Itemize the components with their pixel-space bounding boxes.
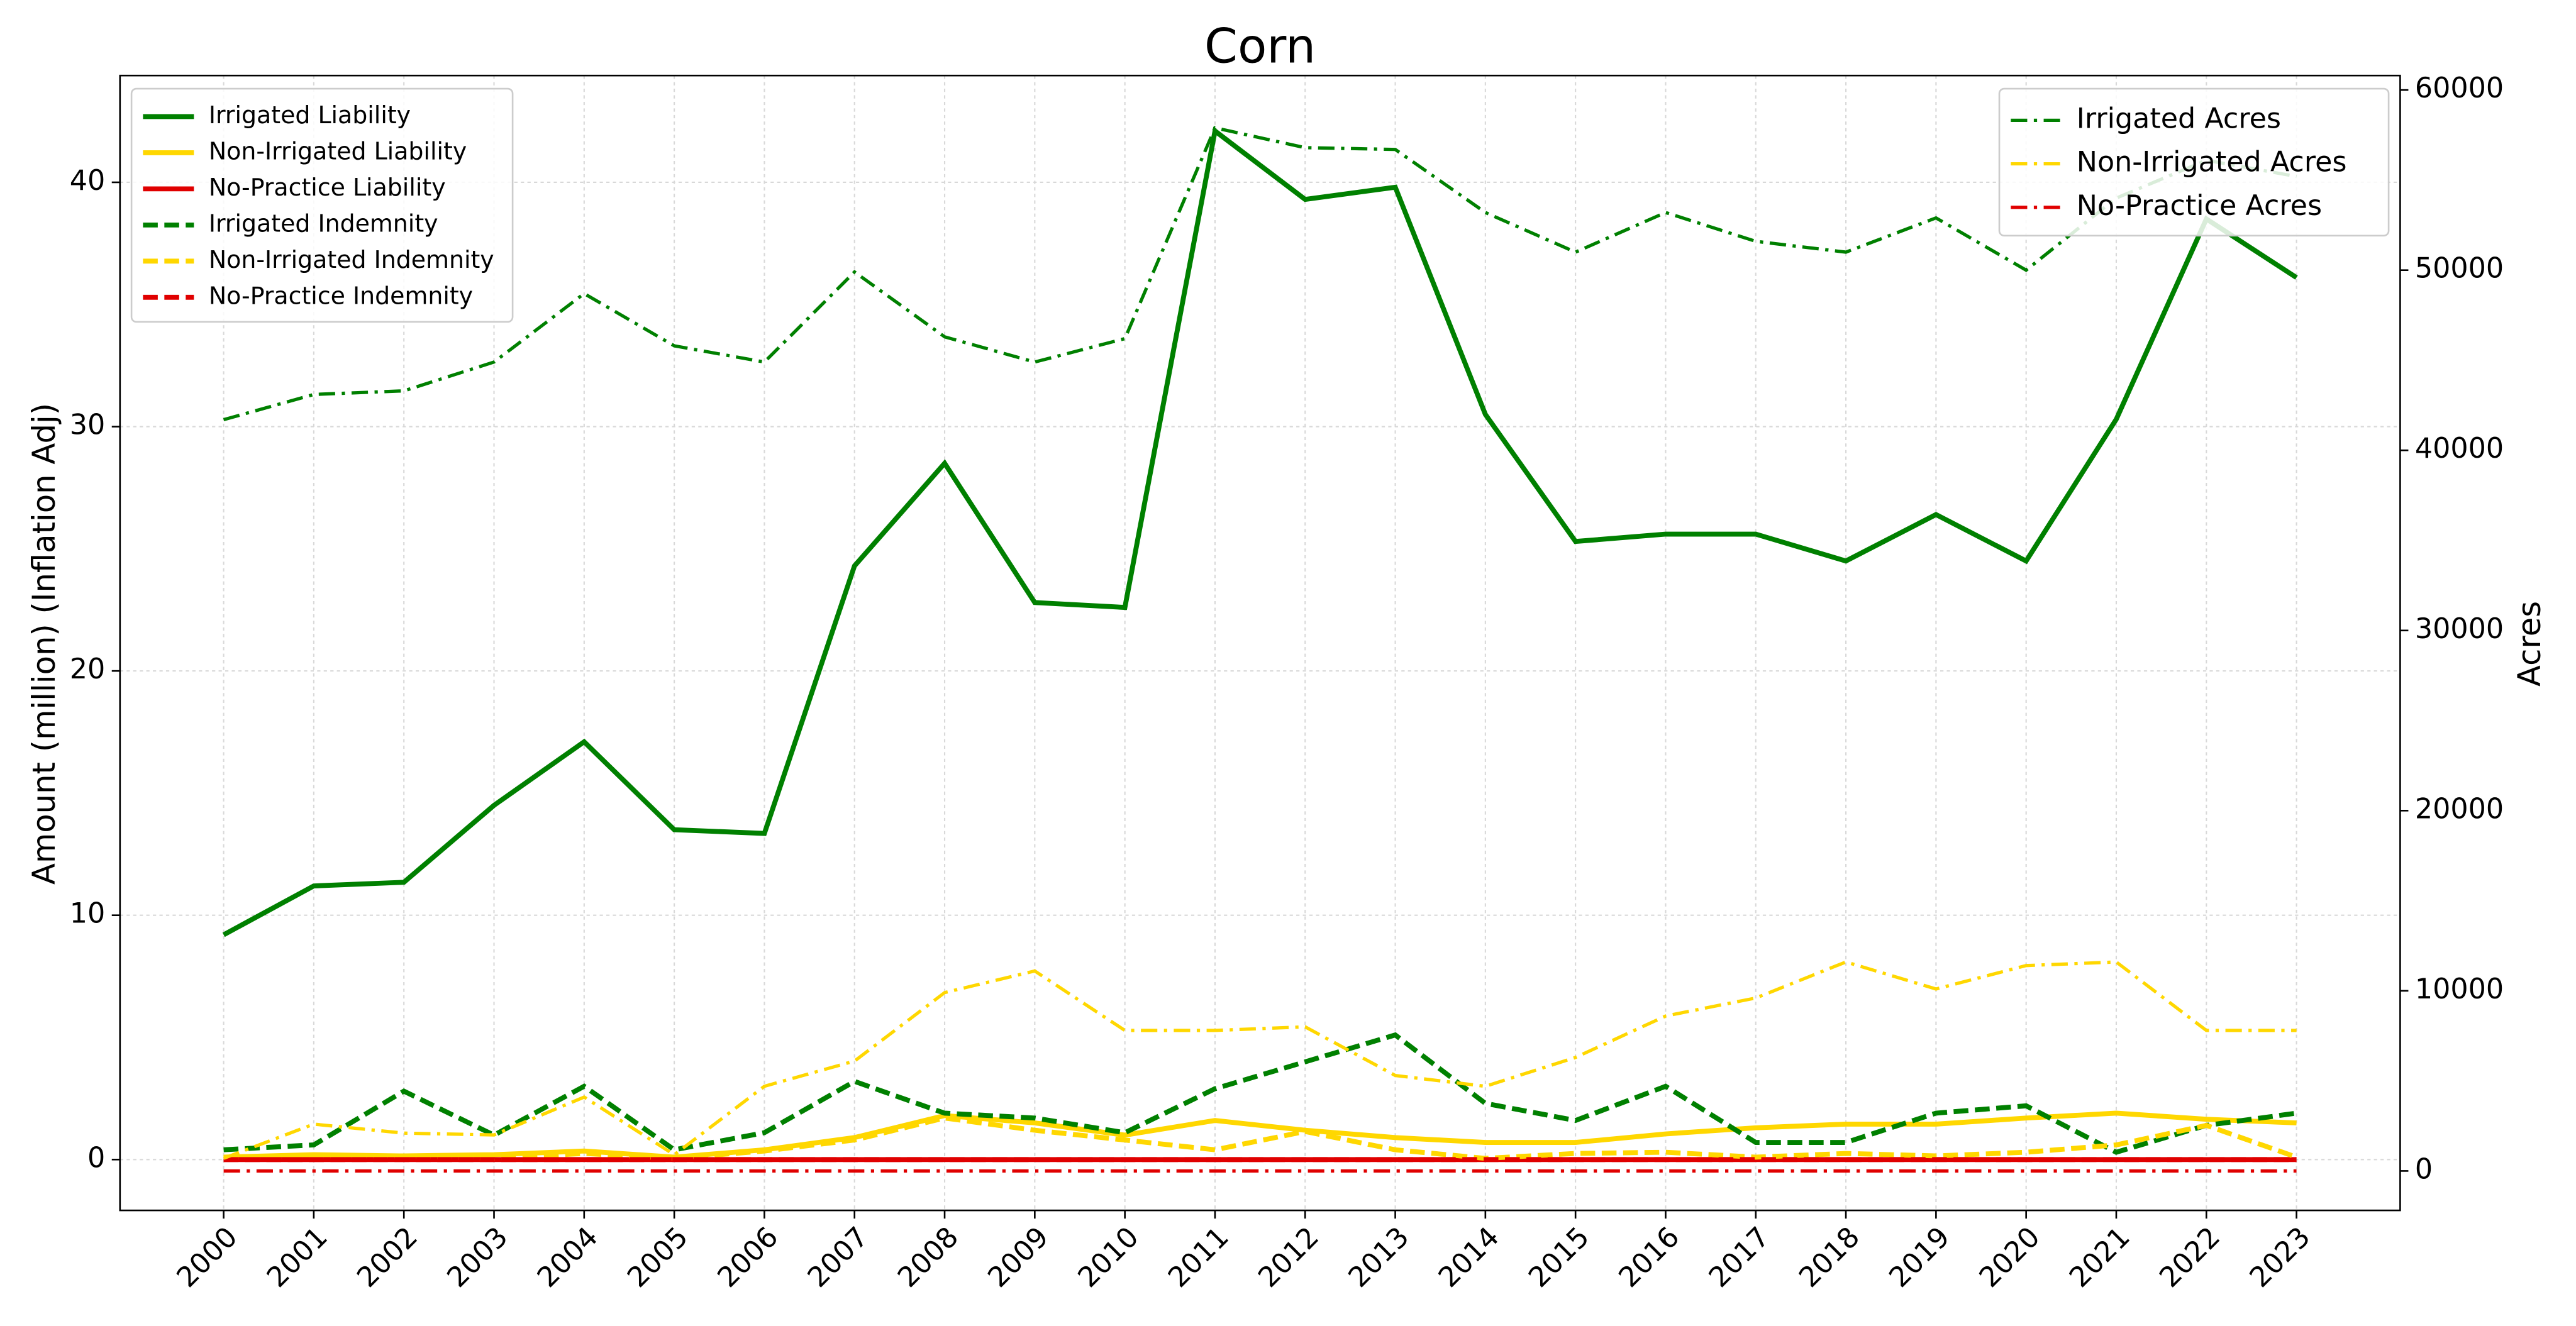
y-tick-label: 20: [70, 653, 106, 685]
chart-title: Corn: [1204, 18, 1316, 74]
x-tick-label: 2021: [2063, 1221, 2136, 1294]
legend-label: Irrigated Indemnity: [209, 209, 438, 237]
y2-tick-label: 50000: [2415, 253, 2504, 285]
x-tick-label: 2022: [2153, 1221, 2226, 1294]
x-tick-label: 2008: [892, 1221, 965, 1294]
x-tick-label: 2016: [1613, 1221, 1685, 1294]
legend-label: Non-Irrigated Acres: [2077, 146, 2347, 179]
x-tick-label: 2018: [1793, 1221, 1866, 1294]
legend-label: No-Practice Indemnity: [209, 282, 473, 309]
legend-label: Non-Irrigated Indemnity: [209, 246, 494, 273]
x-tick-label: 2002: [351, 1221, 424, 1294]
x-tick-label: 2007: [802, 1221, 875, 1294]
x-tick-label: 2006: [711, 1221, 784, 1294]
y2-axis-label: Acres: [2511, 601, 2548, 687]
x-tick-label: 2019: [1883, 1221, 1956, 1294]
data-line: [223, 126, 2297, 422]
x-tick-label: 2000: [171, 1221, 244, 1294]
legend-label: Non-Irrigated Liability: [209, 137, 467, 165]
y2-tick-label: 40000: [2415, 433, 2504, 465]
data-line: [223, 1115, 2297, 1161]
legend-label: No-Practice Liability: [209, 174, 446, 201]
legend: Irrigated Liability Non-Irrigated Liabili…: [130, 87, 514, 323]
y-tick-label: 10: [70, 898, 106, 930]
x-tick-label: 2010: [1072, 1221, 1145, 1294]
x-tick-label: 2015: [1523, 1221, 1596, 1294]
legend-label: Irrigated Liability: [209, 101, 411, 129]
x-tick-label: 2001: [261, 1221, 334, 1294]
y2-tick-label: 10000: [2415, 973, 2504, 1005]
x-tick-label: 2017: [1703, 1221, 1776, 1294]
legend-box: [130, 87, 514, 323]
y2-tick-label: 30000: [2415, 613, 2504, 645]
legend-box: [1998, 87, 2390, 237]
legend-label: Irrigated Acres: [2077, 102, 2281, 135]
x-tick-label: 2005: [621, 1221, 694, 1294]
x-tick-label: 2011: [1162, 1221, 1235, 1294]
x-tick-label: 2023: [2244, 1221, 2317, 1294]
x-tick-label: 2004: [531, 1221, 604, 1294]
data-line: [222, 126, 2298, 937]
y2-tick-label: 20000: [2415, 793, 2504, 825]
y-tick-label: 30: [70, 409, 106, 441]
legend-label: No-Practice Acres: [2077, 190, 2322, 222]
x-tick-label: 2012: [1252, 1221, 1325, 1294]
x-tick-label: 2009: [982, 1221, 1055, 1294]
y2-tick-label: 60000: [2415, 72, 2504, 104]
x-tick-label: 2014: [1433, 1221, 1506, 1294]
y-tick-label: 0: [87, 1142, 105, 1174]
y-axis-label: Amount (million) (Inflation Adj): [26, 403, 62, 885]
x-tick-label: 2003: [441, 1221, 514, 1294]
data-line: [223, 960, 2297, 1160]
x-tick-label: 2020: [1974, 1221, 2046, 1294]
y2-tick-label: 0: [2415, 1153, 2433, 1185]
y-tick-label: 40: [70, 165, 106, 197]
legend: Irrigated Acres Non-Irrigated Acres No-Pra…: [1998, 87, 2390, 237]
plot-frame: [119, 74, 2401, 1212]
data-line: [223, 1032, 2297, 1155]
x-tick-label: 2013: [1343, 1221, 1416, 1294]
data-line: [223, 1110, 2297, 1160]
